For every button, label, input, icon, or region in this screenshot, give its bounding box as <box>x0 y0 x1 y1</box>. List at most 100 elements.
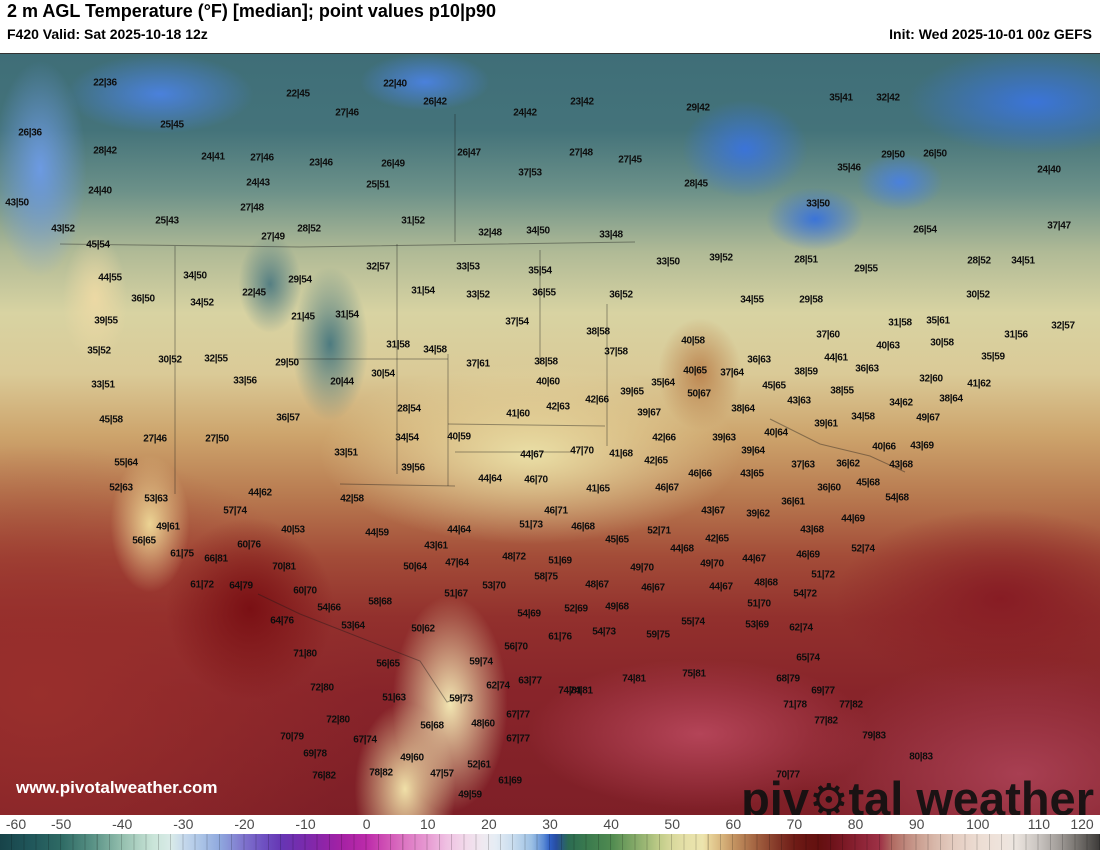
point-value: 31|54 <box>411 285 435 297</box>
point-value: 77|82 <box>839 699 863 711</box>
colorbar-tick: 110 <box>1027 816 1051 832</box>
point-value: 37|64 <box>720 367 744 379</box>
point-value: 31|54 <box>335 309 359 321</box>
point-value: 42|63 <box>546 401 570 413</box>
point-value: 51|63 <box>382 692 406 704</box>
point-value: 52|63 <box>109 482 133 494</box>
colorbar-tick: 30 <box>542 816 558 832</box>
point-value: 43|61 <box>424 540 448 552</box>
point-value: 80|83 <box>909 751 933 763</box>
point-value: 47|70 <box>570 445 594 457</box>
point-value: 25|51 <box>366 179 390 191</box>
point-value: 27|49 <box>261 231 285 243</box>
point-value: 24|42 <box>513 107 537 119</box>
point-value: 42|66 <box>652 432 676 444</box>
point-value: 23|42 <box>570 96 594 108</box>
point-value: 71|80 <box>293 648 317 660</box>
point-value: 70|81 <box>272 561 296 573</box>
colorbar-tick: 50 <box>664 816 681 832</box>
point-value: 32|60 <box>919 373 943 385</box>
point-value: 25|45 <box>160 119 184 131</box>
point-value: 33|51 <box>91 379 115 391</box>
point-value: 53|64 <box>341 620 365 632</box>
point-value: 38|58 <box>534 356 558 368</box>
point-value: 39|63 <box>712 432 736 444</box>
point-value: 57|74 <box>223 505 247 517</box>
point-value: 28|45 <box>684 178 708 190</box>
point-value: 31|58 <box>386 339 410 351</box>
point-value: 22|45 <box>286 88 310 100</box>
point-value: 29|54 <box>288 274 312 286</box>
point-value: 49|60 <box>400 752 424 764</box>
point-value: 39|65 <box>620 386 644 398</box>
point-value: 32|55 <box>204 353 228 365</box>
point-value: 52|69 <box>564 603 588 615</box>
point-value: 36|61 <box>781 496 805 508</box>
point-value: 24|40 <box>1037 164 1061 176</box>
point-value: 66|81 <box>204 553 228 565</box>
point-value: 32|57 <box>1051 320 1075 332</box>
point-value: 33|50 <box>656 256 680 268</box>
point-value: 35|41 <box>829 92 853 104</box>
point-value: 24|40 <box>88 185 112 197</box>
point-value: 36|63 <box>855 363 879 375</box>
point-value: 43|63 <box>787 395 811 407</box>
point-value: 27|48 <box>569 147 593 159</box>
valid-time-label: F420 Valid: Sat 2025-10-18 12z <box>7 26 208 42</box>
point-value: 33|52 <box>466 289 490 301</box>
point-value: 61|76 <box>548 631 572 643</box>
point-value: 20|44 <box>330 376 354 388</box>
point-value: 40|66 <box>872 441 896 453</box>
point-value: 35|61 <box>926 315 950 327</box>
point-value: 64|76 <box>270 615 294 627</box>
point-value: 40|60 <box>536 376 560 388</box>
point-value: 55|74 <box>681 616 705 628</box>
point-value: 56|65 <box>376 658 400 670</box>
point-value: 70|79 <box>280 731 304 743</box>
point-value: 44|64 <box>447 524 471 536</box>
point-value: 37|63 <box>791 459 815 471</box>
colorbar-tick: -30 <box>173 816 194 832</box>
point-value: 54|72 <box>793 588 817 600</box>
point-value: 75|81 <box>682 668 706 680</box>
point-value: 26|50 <box>923 148 947 160</box>
point-value: 22|36 <box>93 77 117 89</box>
point-value: 40|64 <box>764 427 788 439</box>
point-value: 44|67 <box>520 449 544 461</box>
point-value: 35|52 <box>87 345 111 357</box>
point-value: 42|58 <box>340 493 364 505</box>
point-value: 68|79 <box>776 673 800 685</box>
point-value: 46|67 <box>655 482 679 494</box>
point-value: 42|65 <box>644 455 668 467</box>
point-value: 44|62 <box>248 487 272 499</box>
point-value: 28|52 <box>297 223 321 235</box>
point-value: 44|67 <box>709 581 733 593</box>
point-value: 44|69 <box>841 513 865 525</box>
point-value: 44|64 <box>478 473 502 485</box>
point-value: 60|76 <box>237 539 261 551</box>
point-value: 54|66 <box>317 602 341 614</box>
colorbar-tick: 100 <box>966 816 990 832</box>
point-value: 51|73 <box>519 519 543 531</box>
point-value: 65|74 <box>796 652 820 664</box>
point-value: 53|69 <box>745 619 769 631</box>
point-value: 36|63 <box>747 354 771 366</box>
point-value: 21|45 <box>291 311 315 323</box>
colorbar-segments <box>0 834 1100 850</box>
point-value: 78|82 <box>369 767 393 779</box>
point-value: 25|43 <box>155 215 179 227</box>
colorbar <box>0 834 1100 850</box>
point-value: 44|55 <box>98 272 122 284</box>
title-bar: 2 m AGL Temperature (°F) [median]; point… <box>0 0 1100 53</box>
point-value: 39|52 <box>709 252 733 264</box>
init-time-label: Init: Wed 2025-10-01 00z GEFS <box>889 26 1092 42</box>
point-value: 40|59 <box>447 431 471 443</box>
point-value: 24|43 <box>246 177 270 189</box>
point-value: 26|36 <box>18 127 42 139</box>
point-value: 58|68 <box>368 596 392 608</box>
point-value: 34|50 <box>183 270 207 282</box>
point-value: 67|77 <box>506 733 530 745</box>
point-value: 44|61 <box>824 352 848 364</box>
point-value: 67|77 <box>506 709 530 721</box>
point-value: 46|68 <box>571 521 595 533</box>
